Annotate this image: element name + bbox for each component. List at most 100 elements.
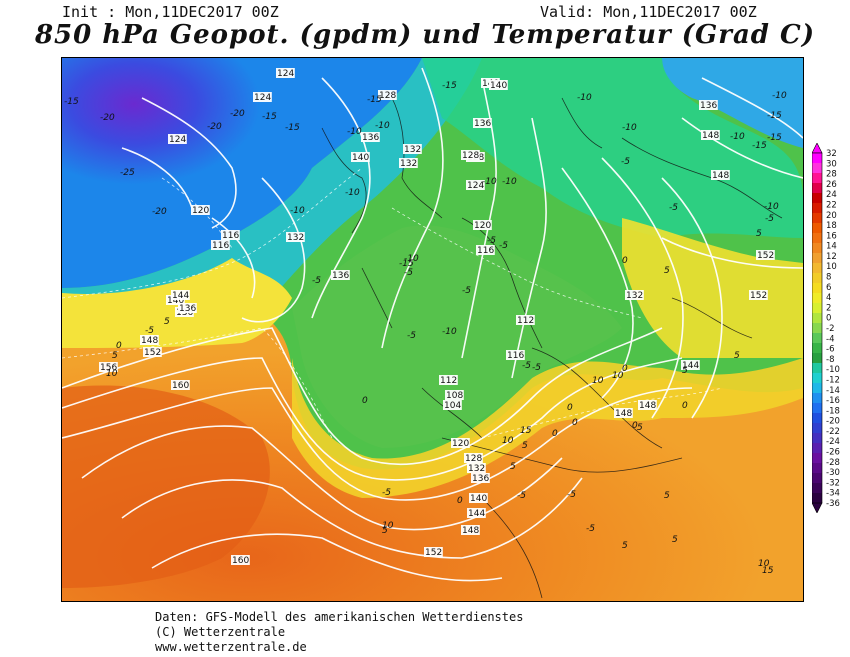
- geopotential-label: 132: [468, 464, 485, 474]
- geopotential-label: 148: [702, 131, 719, 141]
- temperature-label: 5: [382, 526, 388, 536]
- temperature-label: -5: [522, 361, 531, 371]
- temperature-label: 5: [622, 541, 628, 551]
- geopotential-label-bg: [466, 180, 485, 190]
- colorbar-labels: 32302826242220181614121086420-2-4-6-8-10…: [826, 149, 840, 509]
- colorbar-swatch: [812, 213, 822, 224]
- temperature-label: -10: [345, 188, 360, 198]
- geopotential-label-bg: [701, 130, 720, 140]
- temperature-label: -20: [152, 207, 167, 217]
- geopotential-label-bg: [403, 144, 422, 154]
- geopotential-label: 156: [100, 363, 117, 373]
- geopotential-label: 140: [167, 296, 184, 306]
- geopotential-label-bg: [399, 158, 418, 168]
- geopotential-label: 108: [446, 391, 463, 401]
- temperature-label: 0: [622, 364, 628, 374]
- geopotential-label: 120: [452, 439, 469, 449]
- colorbar-swatch: [812, 383, 822, 394]
- geopotential-label-bg: [461, 525, 480, 535]
- geopotential-label: 144: [172, 291, 189, 301]
- temperature-label: -5: [532, 363, 541, 373]
- colorbar-swatch: [812, 463, 822, 474]
- colorbar-swatch: [812, 293, 822, 304]
- geopotential-label-bg: [351, 152, 370, 162]
- geopotential-label-bg: [276, 68, 295, 78]
- cold-airmass-region: [62, 58, 422, 288]
- colorbar-label: -4: [826, 334, 834, 344]
- colorbar-label: -12: [826, 375, 840, 385]
- colorbar-label: 20: [826, 211, 837, 221]
- website-link[interactable]: www.wetterzentrale.de: [155, 640, 307, 654]
- geopotential-label: 148: [712, 171, 729, 181]
- temperature-label: -10: [347, 127, 362, 137]
- colorbar-label: 12: [826, 252, 837, 262]
- colorbar-label: -10: [826, 365, 840, 375]
- colorbar-swatch: [812, 493, 822, 504]
- temperature-label: -5: [145, 326, 154, 336]
- temperature-label: 15: [762, 566, 774, 576]
- colorbar-swatch: [812, 363, 822, 374]
- geopotential-label: 152: [144, 348, 161, 358]
- colorbar-top-arrow: [812, 143, 823, 154]
- geopotential-label-bg: [476, 245, 495, 255]
- green-tongue-central: [292, 225, 622, 448]
- temperature-label: 5: [664, 266, 670, 276]
- colorbar-label: 28: [826, 170, 837, 180]
- colorbar-label: 22: [826, 200, 837, 210]
- temperature-label: 0: [567, 403, 573, 413]
- colorbar-label: -34: [826, 489, 840, 499]
- colorbar-label: 10: [826, 262, 837, 272]
- geopotential-label-bg: [191, 205, 210, 215]
- colorbar-label: 24: [826, 190, 837, 200]
- geopotential-label: 140: [470, 494, 487, 504]
- temperature-label: -10: [290, 206, 305, 216]
- geopotential-label: 116: [477, 246, 494, 256]
- colorbar-label: 18: [826, 221, 837, 231]
- geopotential-label: 160: [172, 381, 189, 391]
- temperature-colorbar: 32302826242220181614121086420-2-4-6-8-10…: [812, 143, 840, 513]
- geopotential-label-bg: [749, 290, 768, 300]
- temperature-label: -15: [752, 141, 767, 151]
- geopotential-label: 128: [462, 151, 479, 161]
- colorbar-label: 0: [826, 314, 831, 324]
- colorbar-swatch: [812, 243, 822, 254]
- temperature-label: 10: [106, 369, 118, 379]
- geopotential-label-bg: [467, 463, 486, 473]
- colorbar-label: -36: [826, 499, 840, 509]
- colorbar-label: -22: [826, 427, 840, 437]
- geopotential-label-bg: [424, 547, 443, 557]
- temperature-label: -5: [407, 331, 416, 341]
- temperature-label: 5: [637, 423, 643, 433]
- colorbar-swatch: [812, 263, 822, 274]
- geopotential-label-bg: [614, 408, 633, 418]
- colorbar-swatch: [812, 303, 822, 314]
- geopotential-label-bg: [331, 270, 350, 280]
- temperature-label: -5: [312, 276, 321, 286]
- geopotential-label-bg: [638, 400, 657, 410]
- geopotential-label-bg: [143, 347, 162, 357]
- colorbar-swatch: [812, 483, 822, 494]
- colorbar-label: 2: [826, 303, 831, 313]
- geopotential-label-bg: [286, 232, 305, 242]
- temperature-label: -5: [586, 524, 595, 534]
- temperature-label: 0: [116, 341, 122, 351]
- geopotential-labels: 1241241281361321401321281361401361481481…: [99, 68, 775, 566]
- colorbar-swatch: [812, 443, 822, 454]
- geopotential-label: 148: [462, 526, 479, 536]
- temperature-label: -10: [764, 202, 779, 212]
- colorbar-swatch: [812, 413, 822, 424]
- light-green-north: [422, 58, 803, 238]
- temperature-label: -10: [622, 123, 637, 133]
- colorbar-swatch: [812, 223, 822, 234]
- geopotential-label: 144: [682, 361, 699, 371]
- colorbar-label: 8: [826, 273, 831, 283]
- colorbar-label: -20: [826, 417, 840, 427]
- colorbar-label: -8: [826, 355, 834, 365]
- colorbar-label: 14: [826, 242, 837, 252]
- geopotential-label-bg: [756, 250, 775, 260]
- temperature-label: -15: [442, 81, 457, 91]
- geopotential-label-bg: [711, 170, 730, 180]
- temperature-label: -10: [577, 93, 592, 103]
- temperature-label: -15: [767, 133, 782, 143]
- copyright-credit: (C) Wetterzentrale: [155, 625, 286, 639]
